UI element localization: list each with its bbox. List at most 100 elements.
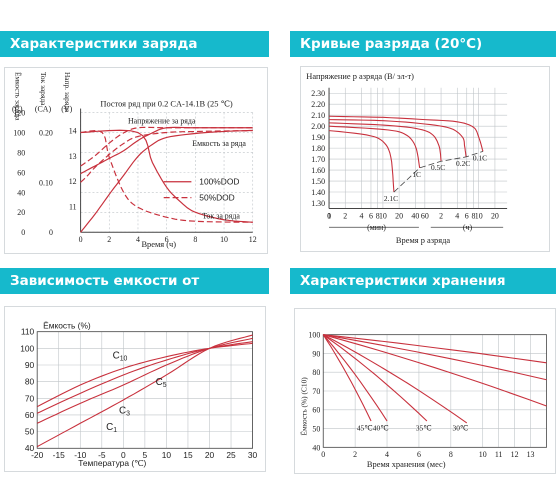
- charge-curve-voltage-100dod: [80, 126, 253, 175]
- temperature-x-tick: -15: [53, 450, 65, 460]
- storage-y-tick: 100: [308, 331, 320, 340]
- temperature-ylabel: Ёмкость (%): [43, 321, 91, 331]
- charge-xlabel: Время (ч): [141, 240, 176, 249]
- temperature-plot-frame: [36, 331, 253, 449]
- charge-curve-voltage-50dod: [80, 126, 253, 167]
- storage-x-tick: 13: [527, 450, 535, 459]
- discharge-y-tick: 1.60: [311, 166, 325, 175]
- charge-x-tick: 10: [220, 235, 228, 244]
- discharge-y-tick: 2.20: [311, 100, 325, 109]
- discharge-x-tick-min: 60: [421, 211, 429, 220]
- charge-yaxis-label: Напр. заряда: [63, 72, 72, 113]
- charge-capacity-tick: 80: [17, 148, 25, 157]
- storage-header: Характеристики хранения: [290, 268, 556, 294]
- charge-current-tick: 0: [49, 228, 53, 237]
- temperature-series-label: C10: [113, 350, 128, 362]
- charge-capacity-tick: 100: [13, 128, 25, 137]
- discharge-y-tick: 2.30: [311, 89, 325, 98]
- storage-xlabel: Время хранения (мес): [367, 460, 446, 469]
- discharge-rate-label: 0.5C: [431, 163, 445, 172]
- charge-capacity-tick: 60: [17, 168, 25, 177]
- storage-x-tick: 6: [417, 450, 421, 459]
- discharge-x-tick-min: 4: [360, 211, 364, 220]
- temperature-x-tick: 20: [205, 450, 215, 460]
- storage-curve-45c: [322, 334, 372, 422]
- storage-temp-label: 45℃: [357, 423, 373, 432]
- charge-voltage-label: Напряжение за ряда: [128, 116, 196, 125]
- discharge-curve-1C: [329, 125, 421, 168]
- charge-yaxis-label: Ёмкость заряда: [13, 72, 22, 121]
- discharge-x-tick-min: 6: [369, 211, 373, 220]
- discharge-curve-2_1C: [328, 130, 395, 193]
- discharge-unit-min: (мин): [367, 223, 386, 232]
- discharge-x-tick-min: 20: [395, 211, 403, 220]
- storage-plot-frame: [322, 334, 547, 448]
- discharge-cutoff-curve: [393, 151, 484, 193]
- temperature-x-tick: 15: [183, 450, 193, 460]
- temperature-x-tick: 30: [248, 450, 258, 460]
- charge-curve-capacity-100dod: [80, 129, 253, 233]
- storage-x-tick: 0: [321, 450, 325, 459]
- charge-chart-panel: 0 2 4 6 8 10 12 0 20 40 60 80 100 120 0 0.10 0.20 11 12 13 1…: [4, 67, 268, 254]
- discharge-rate-label: 0.1C: [473, 153, 487, 162]
- discharge-y-tick: 1.70: [311, 155, 325, 164]
- temperature-x-tick: -20: [31, 450, 43, 460]
- storage-temp-label: 30℃: [453, 423, 469, 432]
- temperature-y-tick: 50: [25, 427, 35, 437]
- discharge-x-tick-min: 40: [411, 211, 419, 220]
- charge-yaxis-unit: (V): [61, 105, 72, 114]
- charge-yaxis-unit: (CA): [35, 105, 52, 114]
- storage-y-tick: 50: [312, 425, 320, 434]
- charge-curve-current-100dod: [80, 129, 253, 223]
- discharge-x-tick-min: 0: [327, 211, 331, 220]
- storage-curve-35c: [322, 334, 428, 422]
- storage-temp-label: 35℃: [416, 423, 432, 432]
- discharge-chart-panel: Напряжение р азряда (В/ эл-т) 2.30 2.20 2.…: [300, 66, 550, 252]
- charge-chart: 0 2 4 6 8 10 1202040608010012000.100.201112131…: [12, 72, 257, 249]
- temperature-series-label: C5: [156, 377, 167, 389]
- discharge-x-tick-hour: 10: [475, 211, 483, 220]
- temperature-y-tick: 80: [25, 377, 35, 387]
- discharge-curve-0_1C: [329, 115, 484, 152]
- storage-curve-10c: [323, 334, 547, 381]
- temperature-y-tick: 110: [21, 327, 35, 337]
- storage-x-tick: 2: [353, 450, 357, 459]
- temperature-x-tick: -10: [74, 450, 86, 460]
- discharge-unit-hour: (ч): [463, 223, 473, 232]
- discharge-x-tick-min: 2: [343, 211, 347, 220]
- temperature-curve-c5: [36, 341, 253, 414]
- legend-text-100dod: 100%DOD: [199, 177, 239, 187]
- discharge-y-tick: 1.80: [311, 144, 325, 153]
- storage-x-tick: 8: [449, 450, 453, 459]
- discharge-y-tick: 1.90: [311, 133, 325, 142]
- storage-y-tick: 80: [312, 368, 320, 377]
- charge-voltage-tick: 13: [69, 152, 77, 161]
- temperature-x-tick: 5: [143, 450, 148, 460]
- discharge-curve-0_5C: [329, 122, 442, 162]
- discharge-curve-0_2C: [329, 119, 467, 157]
- temperature-curve-c3: [36, 337, 253, 424]
- storage-curve-40c: [322, 334, 388, 422]
- temperature-y-tick: 60: [25, 410, 35, 420]
- discharge-x-tick-min: 10: [379, 211, 387, 220]
- charge-capacity-tick: 40: [17, 188, 25, 197]
- storage-chart: Ёмкость (%) (C10) 0 2 4 6 8 10 11 12 13 40 50 60 70 8…: [299, 331, 547, 469]
- charge-yaxis-unit: (C): [12, 105, 23, 114]
- discharge-y-tick: 1.50: [311, 177, 325, 186]
- charge-x-tick: 8: [193, 235, 197, 244]
- storage-chart-panel: Ёмкость (%) (C10) 0 2 4 6 8 10 11 12 13 40 50 60 70 8…: [294, 308, 556, 474]
- discharge-header: Кривые разряда (20°C): [290, 31, 556, 57]
- charge-voltage-tick: 12: [69, 177, 77, 186]
- charge-x-tick: 12: [249, 235, 257, 244]
- discharge-x-tick-hour: 20: [491, 211, 499, 220]
- temperature-y-tick: 40: [25, 443, 35, 453]
- discharge-y-tick: 2.10: [311, 111, 325, 120]
- discharge-x-tick-min: 1: [327, 211, 331, 220]
- discharge-rate-label: 2.1C: [384, 194, 398, 203]
- storage-y-tick: 60: [312, 406, 320, 415]
- discharge-chart: Напряжение р азряда (В/ эл-т) 2.30 2.20 2.…: [306, 72, 508, 245]
- charge-capacity-label: Емкость за ряда: [192, 139, 246, 148]
- discharge-y-tick: 2.00: [311, 122, 325, 131]
- charge-x-tick: 0: [79, 235, 83, 244]
- charge-header: Характеристики заряда: [0, 31, 269, 57]
